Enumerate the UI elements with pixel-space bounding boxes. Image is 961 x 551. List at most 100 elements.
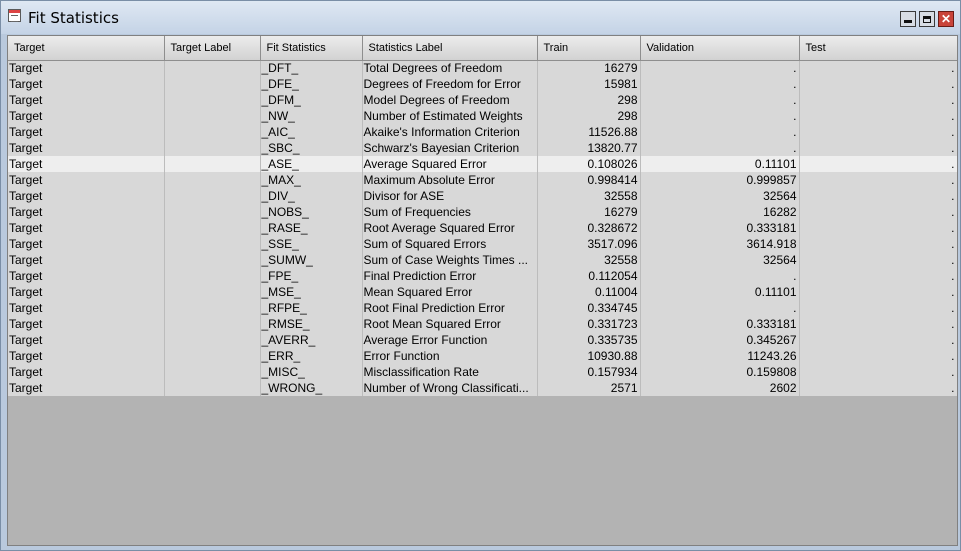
cell-validation: . <box>640 76 800 92</box>
maximize-button[interactable] <box>919 11 935 27</box>
cell-statistics-label: Sum of Case Weights Times ... <box>362 252 538 268</box>
cell-train: 32558 <box>537 188 641 204</box>
cell-validation: . <box>640 268 800 284</box>
table-row[interactable]: Target _DFE_ Degrees of Freedom for Error 1… <box>8 76 957 92</box>
table-row[interactable]: Target _WRONG_ Number of Wrong Classificat… <box>8 380 957 396</box>
cell-statistics-label: Divisor for ASE <box>362 188 538 204</box>
cell-fit-statistic: _AIC_ <box>260 124 363 140</box>
cell-train: 0.112054 <box>537 268 641 284</box>
cell-statistics-label: Schwarz's Bayesian Criterion <box>362 140 538 156</box>
cell-statistics-label: Final Prediction Error <box>362 268 538 284</box>
column-header-validation[interactable]: Validation <box>640 36 800 61</box>
table-row[interactable]: Target _DFM_ Model Degrees of Freedom 298.. <box>8 92 957 108</box>
cell-validation: 0.333181 <box>640 316 800 332</box>
cell-target-label <box>164 268 261 284</box>
cell-statistics-label: Maximum Absolute Error <box>362 172 538 188</box>
cell-validation: 0.999857 <box>640 172 800 188</box>
table-row[interactable]: Target _SSE_ Sum of Squared Errors 3517.096… <box>8 236 957 252</box>
cell-fit-statistic: _DFT_ <box>260 60 363 76</box>
cell-test: . <box>799 76 957 92</box>
table-row[interactable]: Target _DIV_ Divisor for ASE 32558 32564. <box>8 188 957 204</box>
cell-target-label <box>164 140 261 156</box>
cell-target-label <box>164 188 261 204</box>
cell-fit-statistic: _NW_ <box>260 108 363 124</box>
table-row[interactable]: Target _MSE_ Mean Squared Error 0.11004 0.11… <box>8 284 957 300</box>
cell-test: . <box>799 300 957 316</box>
column-header-target[interactable]: Target <box>8 36 165 61</box>
cell-validation: 0.159808 <box>640 364 800 380</box>
cell-test: . <box>799 380 957 396</box>
close-button[interactable]: ✕ <box>938 11 954 27</box>
table-row[interactable]: Target _NW_ Number of Estimated Weights 298… <box>8 108 957 124</box>
table-row[interactable]: Target _ERR_ Error Function 10930.88 11243.2… <box>8 348 957 364</box>
cell-target: Target <box>8 92 165 108</box>
cell-train: 16279 <box>537 204 641 220</box>
cell-target: Target <box>8 204 165 220</box>
cell-test: . <box>799 268 957 284</box>
cell-train: 0.11004 <box>537 284 641 300</box>
title-bar[interactable]: Fit Statistics ✕ <box>1 1 960 34</box>
table-row[interactable]: Target _SBC_ Schwarz's Bayesian Criterion 1… <box>8 140 957 156</box>
cell-target-label <box>164 252 261 268</box>
cell-test: . <box>799 140 957 156</box>
column-header-statistics-label[interactable]: Statistics Label <box>362 36 538 61</box>
column-header-target-label[interactable]: Target Label <box>164 36 261 61</box>
table-row[interactable]: Target _AIC_ Akaike's Information Criterio… <box>8 124 957 140</box>
cell-test: . <box>799 364 957 380</box>
cell-fit-statistic: _WRONG_ <box>260 380 363 396</box>
cell-target: Target <box>8 316 165 332</box>
cell-validation: . <box>640 108 800 124</box>
cell-train: 0.328672 <box>537 220 641 236</box>
table-row[interactable]: Target _NOBS_ Sum of Frequencies 16279 16282… <box>8 204 957 220</box>
cell-target: Target <box>8 156 165 172</box>
table-row[interactable]: Target _MAX_ Maximum Absolute Error 0.99841… <box>8 172 957 188</box>
cell-train: 11526.88 <box>537 124 641 140</box>
cell-train: 0.334745 <box>537 300 641 316</box>
cell-fit-statistic: _DFM_ <box>260 92 363 108</box>
cell-validation: 0.11101 <box>640 284 800 300</box>
cell-target-label <box>164 60 261 76</box>
column-header-fit-statistics[interactable]: Fit Statistics <box>260 36 363 61</box>
table-row[interactable]: Target _AVERR_ Average Error Function 0.335… <box>8 332 957 348</box>
cell-target: Target <box>8 108 165 124</box>
cell-validation: 16282 <box>640 204 800 220</box>
cell-train: 0.108026 <box>537 156 641 172</box>
cell-target: Target <box>8 268 165 284</box>
maximize-icon <box>923 15 931 23</box>
cell-target-label <box>164 332 261 348</box>
cell-validation: 32564 <box>640 252 800 268</box>
cell-target-label <box>164 364 261 380</box>
cell-target: Target <box>8 252 165 268</box>
cell-train: 10930.88 <box>537 348 641 364</box>
cell-target: Target <box>8 124 165 140</box>
cell-test: . <box>799 124 957 140</box>
table-row[interactable]: Target _ASE_ Average Squared Error 0.108026… <box>8 156 957 172</box>
table-row[interactable]: Target _RASE_ Root Average Squared Error 0.… <box>8 220 957 236</box>
column-header-test[interactable]: Test <box>799 36 957 61</box>
cell-test: . <box>799 316 957 332</box>
cell-target-label <box>164 124 261 140</box>
table-row[interactable]: Target _RMSE_ Root Mean Squared Error 0.331… <box>8 316 957 332</box>
table-row[interactable]: Target _DFT_ Total Degrees of Freedom 16279… <box>8 60 957 76</box>
cell-fit-statistic: _AVERR_ <box>260 332 363 348</box>
column-header-train[interactable]: Train <box>537 36 641 61</box>
table-row[interactable]: Target _MISC_ Misclassification Rate 0.1579… <box>8 364 957 380</box>
cell-statistics-label: Akaike's Information Criterion <box>362 124 538 140</box>
cell-fit-statistic: _FPE_ <box>260 268 363 284</box>
fit-statistics-table: Target Target Label Fit Statistics Stati… <box>8 36 957 396</box>
cell-test: . <box>799 332 957 348</box>
table-row[interactable]: Target _RFPE_ Root Final Prediction Error 0… <box>8 300 957 316</box>
cell-train: 0.335735 <box>537 332 641 348</box>
cell-test: . <box>799 220 957 236</box>
cell-test: . <box>799 156 957 172</box>
minimize-button[interactable] <box>900 11 916 27</box>
table-row[interactable]: Target _FPE_ Final Prediction Error 0.11205… <box>8 268 957 284</box>
cell-target: Target <box>8 284 165 300</box>
table-row[interactable]: Target _SUMW_ Sum of Case Weights Times ..… <box>8 252 957 268</box>
cell-validation: 32564 <box>640 188 800 204</box>
cell-target-label <box>164 156 261 172</box>
cell-statistics-label: Misclassification Rate <box>362 364 538 380</box>
cell-statistics-label: Root Average Squared Error <box>362 220 538 236</box>
cell-validation: . <box>640 124 800 140</box>
cell-target: Target <box>8 348 165 364</box>
